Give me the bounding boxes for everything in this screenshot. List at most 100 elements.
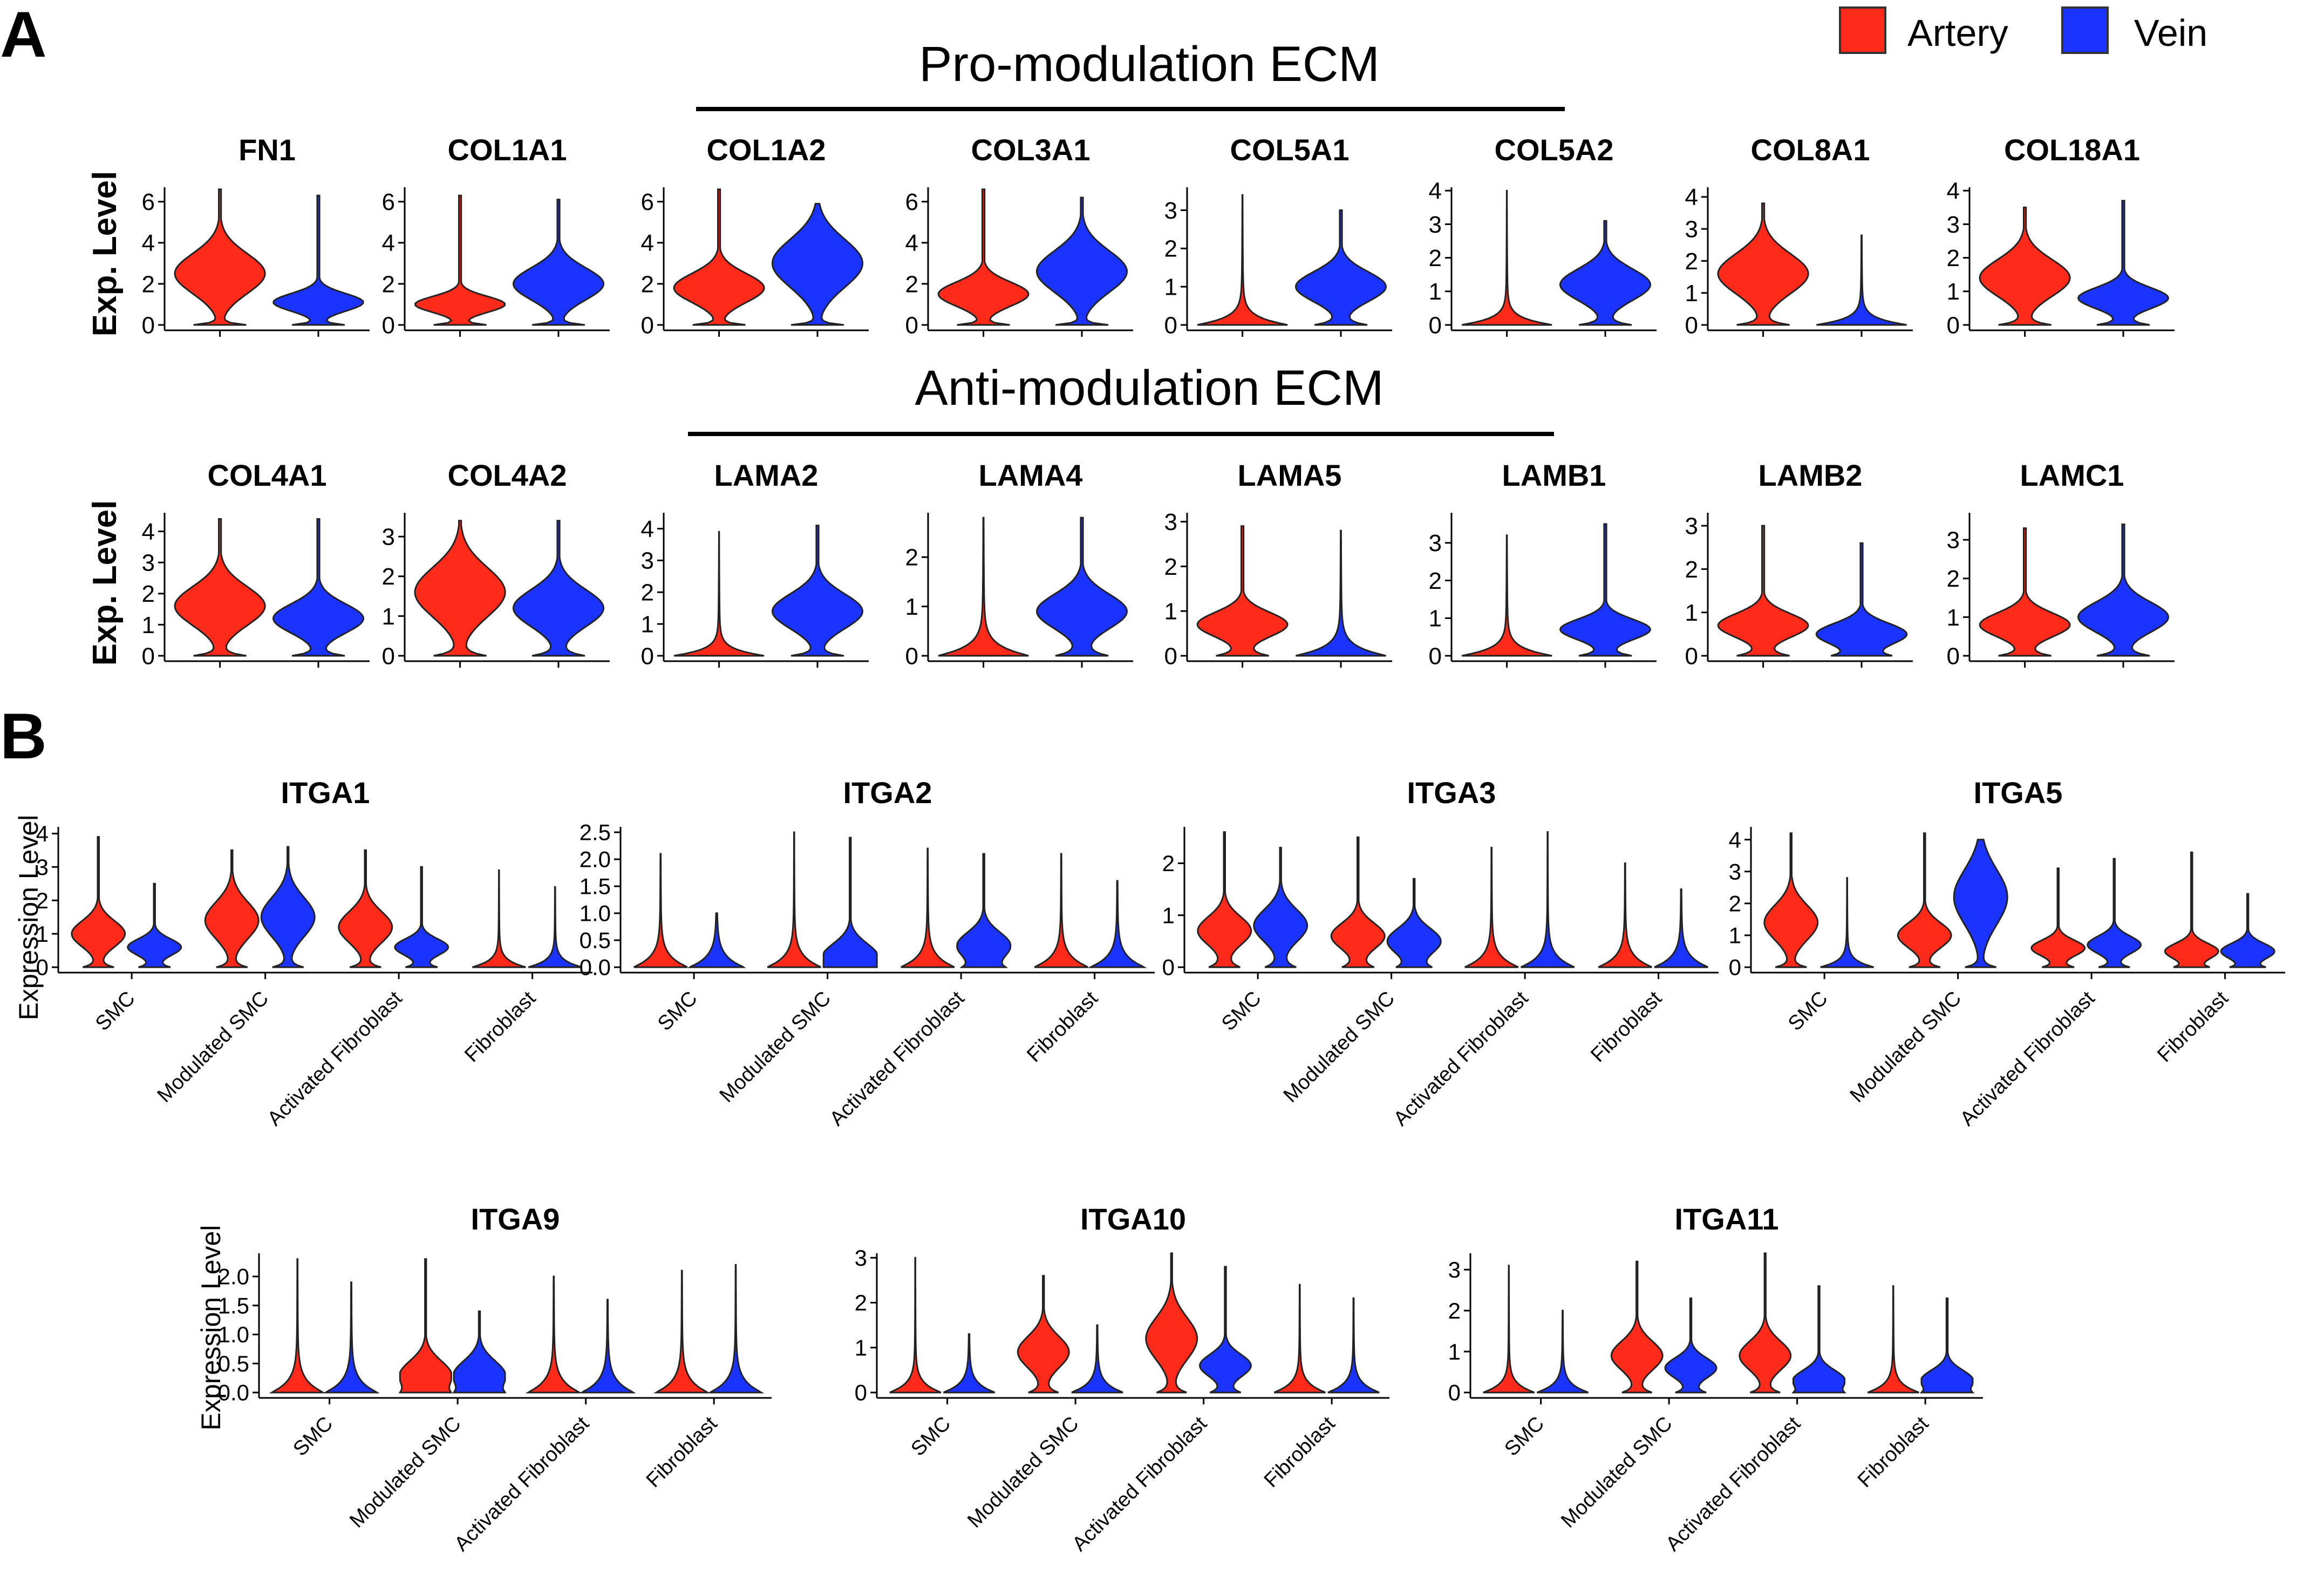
x-category-label: SMC [1501, 1412, 1549, 1461]
violin-vein [512, 520, 605, 657]
panel-col8a1: COL8A1 0 1 2 3 4 [1685, 133, 1913, 338]
panel-lama5: LAMA5 0 1 2 3 [1164, 458, 1392, 669]
panel-a-row2-ylabel: Exp. Level [86, 500, 124, 666]
y-tick-label: 1.5 [218, 1293, 249, 1318]
y-tick-label: 0 [1429, 643, 1442, 669]
panel-a-letter: A [0, 0, 47, 71]
violin-vein [272, 518, 365, 657]
pro-modulation-header: Pro-modulation ECM [919, 37, 1380, 92]
panel-lamb1: LAMB1 0 1 2 3 [1429, 458, 1657, 669]
panel-col4a1: COL4A1 0 1 2 3 4 [142, 458, 370, 669]
panel-lama4: LAMA4 0 1 2 [905, 458, 1133, 669]
violin-artery-smc [889, 1257, 942, 1394]
violin-artery [1979, 527, 2071, 657]
y-tick-label: 1 [382, 603, 395, 630]
violin-artery [673, 531, 765, 657]
y-tick-label: 0 [1164, 312, 1177, 338]
y-tick-label: 2.0 [218, 1264, 249, 1289]
violin-vein [512, 199, 605, 326]
y-tick-label: 2.5 [580, 820, 611, 845]
y-tick-label: 2 [855, 1290, 867, 1315]
x-category-label: Modulated SMC [963, 1412, 1083, 1532]
y-tick-label: 1 [1164, 274, 1177, 301]
x-category-label: Modulated SMC [715, 987, 835, 1107]
violin-artery-activated-fibroblast [2030, 867, 2086, 968]
y-tick-label: 3 [382, 524, 395, 551]
y-tick-label: 2 [142, 581, 155, 607]
y-tick-label: 1.0 [218, 1322, 249, 1347]
panel-lamc1: LAMC1 0 1 2 3 [1947, 458, 2175, 669]
y-tick-label: 3 [142, 550, 155, 576]
y-tick-label: 3 [1164, 509, 1177, 535]
y-tick-label: 0 [36, 955, 49, 980]
y-tick-label: 3 [36, 854, 49, 880]
violin-vein-modulated-smc [822, 837, 878, 968]
y-tick-label: 2 [905, 545, 918, 571]
y-tick-label: 2 [1429, 245, 1442, 271]
y-tick-label: 2 [1947, 245, 1960, 271]
violin-artery [174, 188, 266, 326]
violin-artery [1461, 189, 1552, 326]
y-tick-label: 3 [1685, 513, 1698, 539]
violin-artery-modulated-smc [767, 831, 822, 968]
violin-artery [1717, 525, 1809, 657]
violin-artery-smc [1197, 831, 1252, 968]
violin-vein [2077, 200, 2170, 326]
gene-title: ITGA3 [1407, 776, 1496, 810]
violin-vein-modulated-smc [1071, 1324, 1123, 1394]
gene-title: LAMC1 [2020, 458, 2124, 492]
y-tick-label: 0 [1729, 955, 1741, 980]
violin-vein-activated-fibroblast [956, 853, 1012, 968]
violin-vein-smc [1253, 847, 1308, 968]
y-tick-label: 2 [36, 888, 49, 913]
y-tick-label: 0.5 [218, 1351, 249, 1376]
y-tick-label: 0 [905, 312, 918, 338]
y-tick-label: 3 [1429, 212, 1442, 238]
x-category-label: SMC [289, 1412, 337, 1461]
violin-artery [1461, 534, 1552, 657]
violin-vein-fibroblast [1087, 880, 1147, 968]
gene-title: COL3A1 [971, 133, 1091, 167]
y-tick-label: 3 [1164, 198, 1177, 224]
violin-vein-modulated-smc [1386, 878, 1442, 968]
x-category-label: Activated Fibroblast [1068, 1412, 1211, 1556]
panel-b-row1-ylabel: Expression Level [13, 815, 44, 1021]
y-tick-label: 0 [142, 643, 155, 669]
gene-title: COL4A1 [208, 458, 327, 492]
violin-vein-smc [323, 1281, 380, 1394]
violin-artery-smc [1483, 1265, 1535, 1394]
anti-modulation-header: Anti-modulation ECM [915, 361, 1384, 416]
violin-artery-smc [71, 836, 126, 968]
y-tick-label: 2 [1947, 566, 1960, 592]
violin-vein-activated-fibroblast [579, 1299, 636, 1394]
y-tick-label: 0 [641, 643, 654, 669]
x-category-label: Fibroblast [1853, 1412, 1933, 1492]
violin-vein-modulated-smc [1664, 1298, 1718, 1394]
x-category-label: SMC [1784, 987, 1832, 1035]
violin-vein-fibroblast [1327, 1297, 1380, 1394]
gene-title: LAMB1 [1502, 458, 1606, 492]
violin-artery-fibroblast [472, 870, 526, 968]
legend-artery-label: Artery [1907, 12, 2008, 54]
panel-fn1: FN1 0 2 4 6 [142, 133, 370, 338]
y-tick-label: 0 [1164, 643, 1177, 669]
y-tick-label: 0 [905, 643, 918, 669]
violin-vein-modulated-smc [452, 1310, 507, 1394]
violin-artery-modulated-smc [1610, 1260, 1664, 1394]
panel-col4a2: COL4A2 0 1 2 3 [382, 458, 610, 669]
y-tick-label: 1 [1685, 600, 1698, 626]
y-tick-label: 4 [1947, 178, 1960, 205]
violin-artery-fibroblast [1034, 853, 1089, 968]
panel-col5a2: COL5A2 0 1 2 3 4 [1429, 133, 1657, 338]
violin-vein [1296, 529, 1386, 657]
legend-vein-swatch [2061, 6, 2109, 54]
violin-artery-activated-fibroblast [1145, 1252, 1198, 1394]
x-category-label: Fibroblast [460, 987, 540, 1067]
violin-vein-fibroblast [1919, 1298, 1975, 1394]
panel-itga2: ITGA2 0.00.51.01.52.02.5 SMC Modulated SMCA… [580, 776, 1155, 1130]
x-category-label: SMC [91, 987, 139, 1035]
violin-artery-fibroblast [1867, 1285, 1919, 1394]
y-tick-label: 1 [1429, 606, 1442, 632]
